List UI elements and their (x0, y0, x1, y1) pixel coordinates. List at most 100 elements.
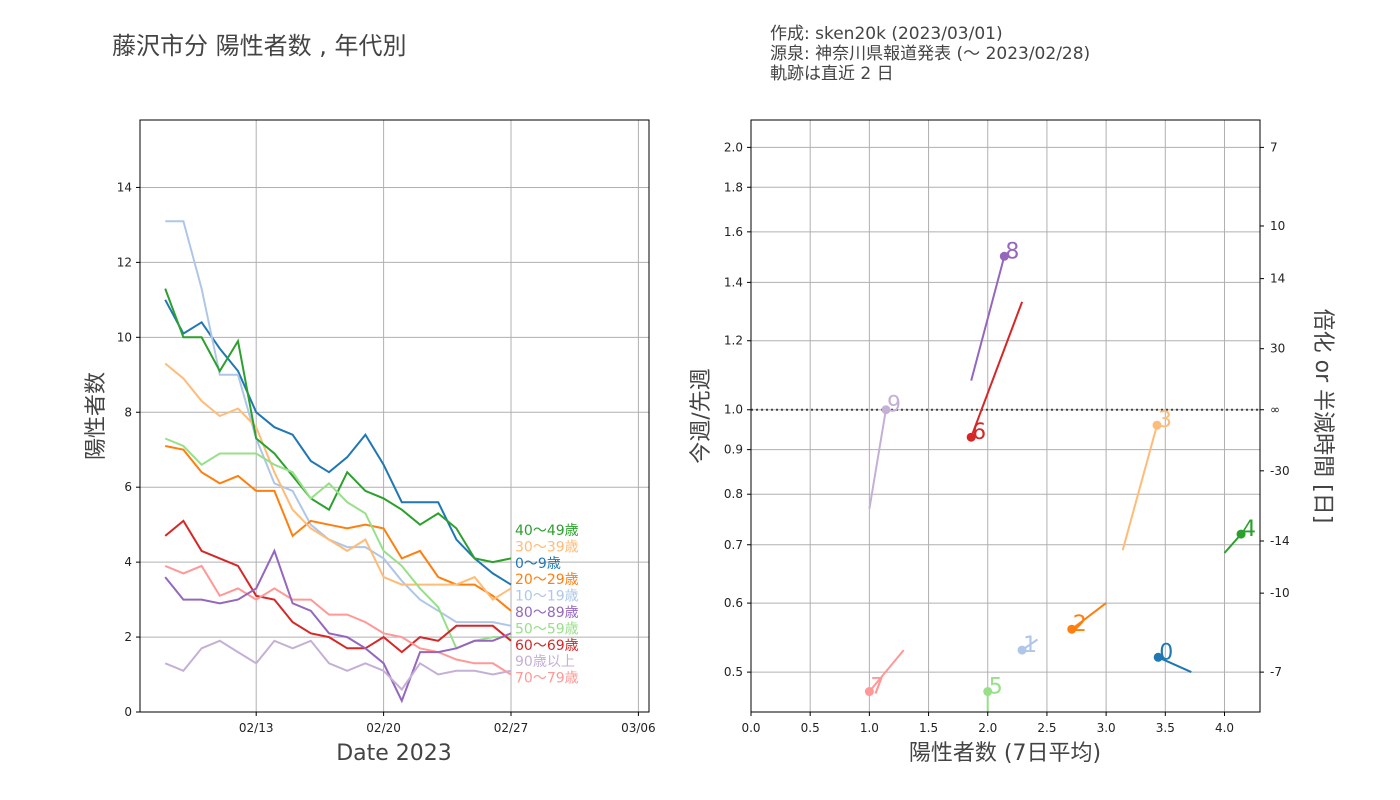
point-label-1: 1 (1023, 633, 1037, 658)
legend-entry: 60〜69歳 (515, 638, 579, 654)
trail-6 (970, 301, 1024, 438)
point-0 (1153, 652, 1163, 662)
series-line-3 (164, 362, 512, 601)
right-y-tick-label: 1.6 (724, 225, 743, 239)
legend-entry: 90歳以上 (515, 654, 575, 670)
right-y-tick-label: 0.6 (724, 596, 743, 610)
right-y-tick-label: 0.8 (724, 487, 743, 501)
trail-2 (1071, 602, 1107, 630)
point-9 (881, 405, 891, 415)
legend-entry: 40〜49歳 (515, 523, 579, 539)
trail-7 (868, 649, 905, 693)
info-line-2: 源泉: 神奈川県報道発表 (〜 2023/02/28) (770, 44, 1090, 64)
right-x-tick-label: 2.5 (1037, 721, 1056, 735)
left-x-tick-label: 02/27 (494, 721, 529, 735)
legend-entry: 20〜29歳 (515, 572, 579, 588)
point-label-4: 4 (1242, 517, 1256, 542)
left-y-tick-label: 14 (117, 180, 132, 194)
legend-entry: 50〜59歳 (515, 621, 579, 637)
trail-0 (1157, 656, 1192, 674)
right-x-tick-label: 0.0 (741, 721, 760, 735)
right-y-tick-label: 1.8 (724, 180, 743, 194)
right-y-tick-label: 2.0 (724, 140, 743, 154)
right-x-tick-label: 1.5 (919, 721, 938, 735)
series-line-9 (164, 639, 512, 692)
point-3 (1152, 420, 1162, 430)
series-line-7 (164, 564, 512, 676)
point-label-5: 5 (989, 675, 1003, 700)
right-y-tick-label: 1.2 (724, 334, 743, 348)
right-y2-tick-label: 7 (1270, 140, 1278, 154)
right-y2-tick-label: 10 (1270, 219, 1285, 233)
right-x-tick-label: 3.5 (1156, 721, 1175, 735)
right-y2-tick-label: 14 (1270, 272, 1285, 286)
right-y2-tick-label: -14 (1270, 534, 1290, 548)
point-label-3: 3 (1158, 408, 1172, 433)
legend-entry: 30〜39歳 (515, 539, 579, 555)
right-y2-tick-label: -10 (1270, 586, 1290, 600)
point-6 (966, 432, 976, 442)
trail-8 (970, 256, 1006, 381)
right-y-tick-label: 0.9 (724, 443, 743, 457)
point-label-0: 0 (1159, 640, 1173, 665)
trail-9 (868, 409, 887, 509)
legend-entry: 70〜79歳 (515, 671, 579, 687)
left-y-tick-label: 0 (124, 705, 132, 719)
left-y-tick-label: 10 (117, 330, 132, 344)
series-line-5 (164, 437, 511, 650)
right-x-tick-label: 1.0 (860, 721, 879, 735)
info-line-3: 軌跡は直近 2 日 (770, 64, 894, 84)
right-plot-frame (750, 119, 1261, 713)
left-plot-frame (139, 119, 650, 713)
figure-title: 藤沢市分 陽性者数 , 年代別 (112, 32, 407, 60)
point-label-8: 8 (1005, 239, 1019, 264)
right-y2-axis-label: 倍化 or 半減時間 [日] (1310, 309, 1335, 524)
series-line-2 (165, 445, 512, 612)
left-x-tick-label: 02/13 (239, 721, 274, 735)
left-y-tick-label: 6 (124, 480, 132, 494)
info-line-1: 作成: sken20k (2023/03/01) (770, 24, 1003, 44)
point-5 (983, 687, 993, 697)
right-scatter-chart: 0 1 2 3 4 5 6 7 8 9 0.0 0.5 1.0 1.5 2.0 2.5 3.0 3.5 4.0 0.… (689, 119, 1335, 766)
right-y2-tick-label: -7 (1270, 665, 1282, 679)
legend-entry: 0〜9歳 (515, 556, 561, 572)
right-y-tick-label: 0.5 (724, 665, 743, 679)
right-x-axis-label: 陽性者数 (7日平均) (909, 741, 1101, 766)
right-x-tick-label: 2.0 (978, 721, 997, 735)
right-y-tick-label: 1.4 (724, 275, 743, 289)
right-y-tick-label: 1.0 (724, 403, 743, 417)
right-y-axis-label: 今週/先週 (689, 368, 714, 463)
right-y2-tick-label: -30 (1270, 464, 1290, 478)
legend-entry: 80〜89歳 (515, 605, 579, 621)
legend-entry: 10〜19歳 (515, 589, 579, 605)
right-x-tick-label: 3.0 (1097, 721, 1116, 735)
left-y-tick-label: 2 (124, 630, 132, 644)
series-line-6 (164, 519, 512, 654)
right-y2-tick-label: 30 (1270, 342, 1285, 356)
trail-3 (1121, 424, 1158, 551)
point-7 (864, 687, 874, 697)
series-line-1 (165, 220, 512, 627)
series-line-4 (164, 288, 512, 564)
left-y-tick-label: 12 (117, 255, 132, 269)
left-y-tick-label: 4 (124, 555, 132, 569)
left-y-tick-label: 8 (124, 405, 132, 419)
point-8 (999, 251, 1009, 261)
left-y-axis-label: 陽性者数 (84, 372, 109, 460)
point-label-6: 6 (972, 420, 986, 445)
point-label-2: 2 (1073, 612, 1087, 637)
point-1 (1017, 645, 1027, 655)
right-y2-tick-label: ∞ (1270, 403, 1280, 417)
point-label-7: 7 (870, 675, 884, 700)
left-x-tick-label: 02/20 (366, 721, 401, 735)
point-label-9: 9 (887, 393, 901, 418)
right-y-tick-label: 0.7 (724, 538, 743, 552)
point-4 (1236, 529, 1246, 539)
left-line-chart: 02/13 02/20 02/27 03/06 0 2 4 6 8 10 12 14 40〜49歳30… (84, 119, 656, 766)
left-x-axis-label: Date 2023 (336, 741, 452, 766)
right-x-tick-label: 0.5 (801, 721, 820, 735)
left-x-tick-label: 03/06 (621, 721, 656, 735)
right-x-tick-label: 4.0 (1215, 721, 1234, 735)
point-2 (1067, 624, 1077, 634)
